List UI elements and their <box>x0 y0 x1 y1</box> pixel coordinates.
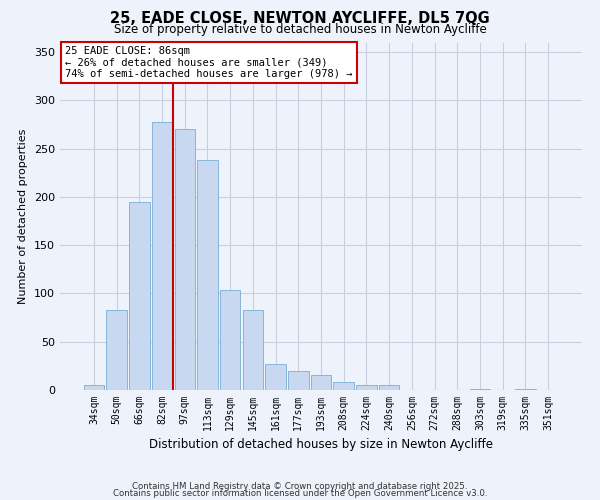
Bar <box>379 385 400 390</box>
Bar <box>334 382 354 390</box>
Bar <box>470 389 490 390</box>
Bar <box>515 389 536 390</box>
Bar <box>265 364 286 390</box>
Bar <box>197 160 218 390</box>
Text: 25 EADE CLOSE: 86sqm
← 26% of detached houses are smaller (349)
74% of semi-deta: 25 EADE CLOSE: 86sqm ← 26% of detached h… <box>65 46 353 79</box>
Bar <box>175 130 195 390</box>
X-axis label: Distribution of detached houses by size in Newton Aycliffe: Distribution of detached houses by size … <box>149 438 493 452</box>
Y-axis label: Number of detached properties: Number of detached properties <box>19 128 28 304</box>
Bar <box>311 374 331 390</box>
Bar <box>129 202 149 390</box>
Bar <box>152 122 172 390</box>
Bar <box>220 290 241 390</box>
Bar <box>106 310 127 390</box>
Bar <box>84 385 104 390</box>
Bar <box>288 370 308 390</box>
Text: Contains HM Land Registry data © Crown copyright and database right 2025.: Contains HM Land Registry data © Crown c… <box>132 482 468 491</box>
Text: Contains public sector information licensed under the Open Government Licence v3: Contains public sector information licen… <box>113 490 487 498</box>
Text: Size of property relative to detached houses in Newton Aycliffe: Size of property relative to detached ho… <box>113 22 487 36</box>
Text: 25, EADE CLOSE, NEWTON AYCLIFFE, DL5 7QG: 25, EADE CLOSE, NEWTON AYCLIFFE, DL5 7QG <box>110 11 490 26</box>
Bar <box>242 310 263 390</box>
Bar <box>356 385 377 390</box>
